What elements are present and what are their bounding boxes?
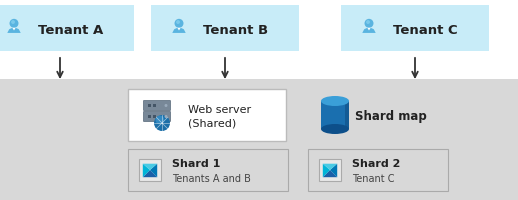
Text: Shard 1: Shard 1 [172,158,220,168]
Polygon shape [323,164,337,170]
Polygon shape [367,29,370,31]
Circle shape [154,115,170,131]
Polygon shape [143,164,150,177]
Bar [153,104,156,107]
Polygon shape [323,170,337,177]
Text: (Shared): (Shared) [188,118,236,128]
Bar [148,104,151,107]
Bar [153,115,156,118]
Circle shape [165,104,167,107]
Polygon shape [143,170,157,177]
Text: Shard 2: Shard 2 [352,158,400,168]
Text: Shard map: Shard map [355,110,427,123]
Circle shape [365,20,373,29]
Polygon shape [150,164,157,177]
Text: Tenant C: Tenant C [393,23,457,36]
Circle shape [176,21,180,25]
Bar [0,80,518,200]
Circle shape [155,116,164,125]
Polygon shape [172,29,186,34]
Circle shape [175,20,183,29]
Polygon shape [12,29,16,31]
Bar [321,101,349,129]
Bar [308,149,448,191]
Text: Tenants A and B: Tenants A and B [172,174,251,183]
Bar [128,90,286,141]
Circle shape [366,21,370,25]
Bar [341,6,489,52]
Bar [0,0,518,80]
Bar [151,6,299,52]
Polygon shape [177,29,181,31]
FancyBboxPatch shape [139,159,161,181]
Circle shape [9,20,19,29]
FancyBboxPatch shape [143,112,170,122]
Polygon shape [143,164,157,170]
Ellipse shape [321,124,349,134]
Text: Web server: Web server [188,104,251,114]
Polygon shape [345,101,349,129]
Polygon shape [323,164,330,177]
Ellipse shape [321,97,349,106]
Bar [128,149,288,191]
Polygon shape [7,29,21,34]
FancyBboxPatch shape [143,101,170,111]
Polygon shape [330,164,337,177]
Bar [148,115,151,118]
FancyBboxPatch shape [319,159,341,181]
Bar [0,6,134,52]
Text: Tenant C: Tenant C [352,174,395,183]
Text: Tenant B: Tenant B [203,23,268,36]
Text: Tenant A: Tenant A [38,23,103,36]
Polygon shape [362,29,376,34]
Circle shape [11,21,15,25]
Circle shape [165,115,167,118]
